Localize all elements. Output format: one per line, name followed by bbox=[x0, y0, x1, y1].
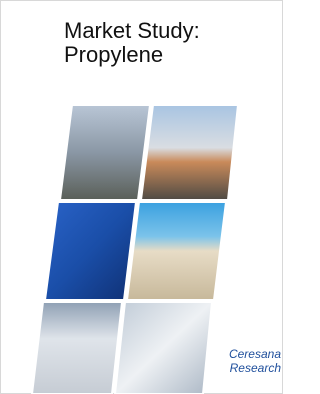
page: Market Study: Propylene Ceresana Researc… bbox=[0, 0, 283, 394]
publisher-line: Research bbox=[230, 361, 282, 375]
photo-film bbox=[115, 302, 212, 394]
photo-tank-car bbox=[141, 105, 238, 200]
publisher-line: Ceresana bbox=[229, 347, 281, 361]
title-line: Propylene bbox=[64, 42, 163, 67]
title-line: Market Study: bbox=[64, 18, 200, 43]
book-cover: Market Study: Propylene Ceresana Researc… bbox=[0, 0, 283, 394]
photo-drums bbox=[45, 202, 136, 300]
photo-sacks bbox=[32, 302, 122, 394]
photo-refinery bbox=[60, 105, 150, 200]
photo-fiber-roll bbox=[127, 202, 226, 300]
